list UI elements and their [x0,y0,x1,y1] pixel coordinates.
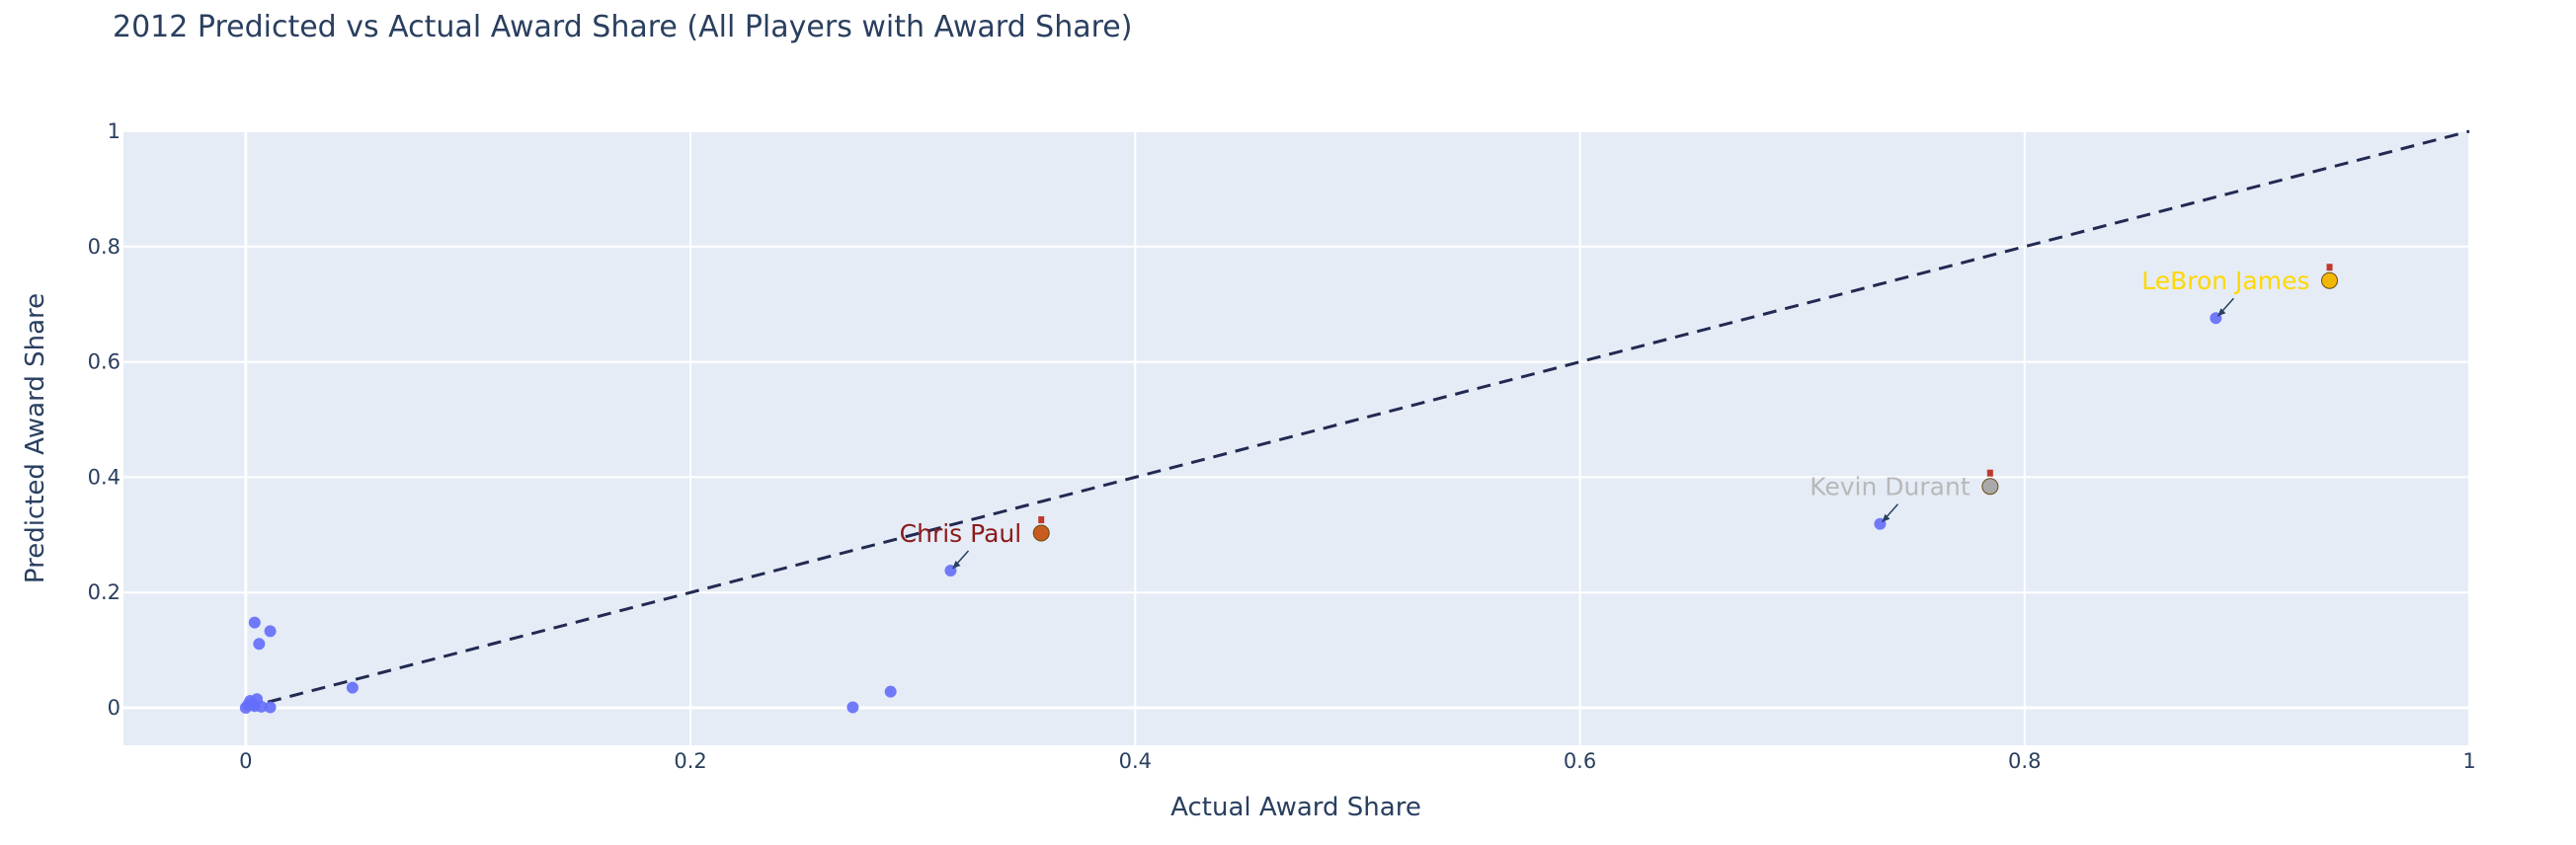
annotations: LeBron James Kevin Durant Chris Paul [900,264,2339,570]
annotation-label: Chris Paul [900,519,1022,548]
x-axis-ticks: 0 0.2 0.4 0.6 0.8 1 [239,749,2476,773]
bronze-medal-ribbon [1038,516,1045,524]
data-points [239,312,2222,715]
x-tick-label: 0.6 [1564,749,1596,773]
data-point[interactable] [248,616,261,629]
reference-line [245,129,2470,710]
grid-lines [123,130,2470,745]
y-axis-ticks: 0 0.2 0.4 0.6 0.8 1 [88,119,121,720]
annotation-arrowhead [2217,308,2226,317]
x-tick-label: 0 [239,749,252,773]
y-axis-title: Predicted Award Share [21,293,50,583]
annotation-arrowhead [952,561,961,570]
y-tick-label: 1 [108,119,121,143]
gold-medal-ribbon [2326,264,2333,271]
annotation-label: Kevin Durant [1810,473,1971,501]
x-tick-label: 0.4 [1119,749,1152,773]
data-point[interactable] [846,701,859,714]
gold-medal-icon [2321,271,2339,289]
data-point[interactable] [253,638,266,651]
data-point[interactable] [346,681,359,694]
x-tick-label: 0.2 [674,749,706,773]
x-axis-title: Actual Award Share [1170,793,1421,822]
annotation-arrowhead [1882,513,1891,522]
annotation-label: LeBron James [2141,267,2309,295]
data-point[interactable] [264,625,277,638]
y-tick-label: 0.8 [88,235,121,259]
y-tick-label: 0.2 [88,580,121,604]
y-tick-label: 0 [108,696,121,720]
data-point[interactable] [884,685,897,698]
y-tick-label: 0.4 [88,465,121,489]
data-point[interactable] [255,700,268,713]
data-point[interactable] [264,701,277,714]
silver-medal-ribbon [1986,469,1993,477]
bronze-medal-icon [1032,524,1050,542]
y-tick-label: 0.6 [88,350,121,374]
x-tick-label: 1 [2462,749,2475,773]
x-tick-label: 0.8 [2008,749,2041,773]
silver-medal-icon [1981,478,1999,496]
reference-line-group [245,129,2470,710]
chart-title: 2012 Predicted vs Actual Award Share (Al… [113,10,1133,44]
